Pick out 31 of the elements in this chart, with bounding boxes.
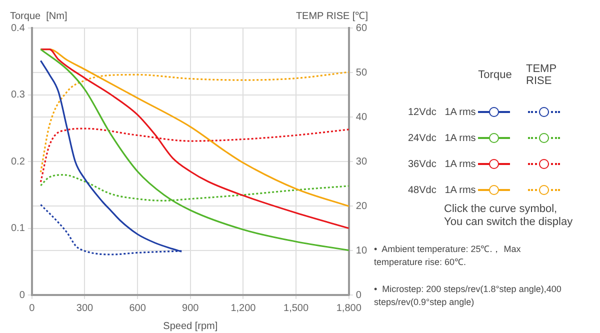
legend-label: 48Vdc 1A rms [408,184,476,196]
x-tick-label: 0 [29,302,36,314]
x-tick-label: 1,200 [230,302,256,314]
legend-title: Torque [477,69,513,81]
text: Click the curve symbol, You can switch the display [444,203,574,229]
y2-axis-title: TEMP RISE [℃] [296,10,368,22]
legend-label: 12Vdc 1A rms [408,106,476,118]
y-tick-label: 0.1 [10,223,26,234]
y-tick-label: 0.4 [10,22,26,34]
y2-tick-label: 10 [356,245,368,256]
text: • Microstep: 200 steps/rev(1.8°step angle),400 steps/rev(0.9°step angle) [374,283,562,309]
y2-tick-label: 60 [356,22,368,34]
y2-tick-label: 30 [356,156,368,168]
x-tick-label: 900 [182,302,200,314]
text: • Ambient temperature: 25℃.， Max temperature rise: 60℃. [374,243,522,269]
y2-tick-label: 0 [356,290,362,301]
text: TEMP RISE [526,63,558,87]
y-tick-label: 0 [19,290,26,301]
x-axis-title: Speed [rpm] [163,320,218,332]
legend-label: 36Vdc 1A rms [408,158,476,170]
y2-tick-label: 40 [356,112,368,123]
x-tick-label: 300 [76,302,94,314]
x-tick-label: 1,500 [284,302,309,314]
y-axis-title: Torque [Nm] [10,10,68,22]
y-tick-label: 0.2 [10,156,26,168]
y2-tick-label: 20 [356,200,368,212]
y2-tick-label: 50 [356,67,368,78]
x-tick-label: 1,800 [336,302,362,314]
x-tick-label: 600 [129,302,146,314]
y-tick-label: 0.3 [10,90,26,100]
legend-label: 24Vdc 1A rms [408,132,476,144]
